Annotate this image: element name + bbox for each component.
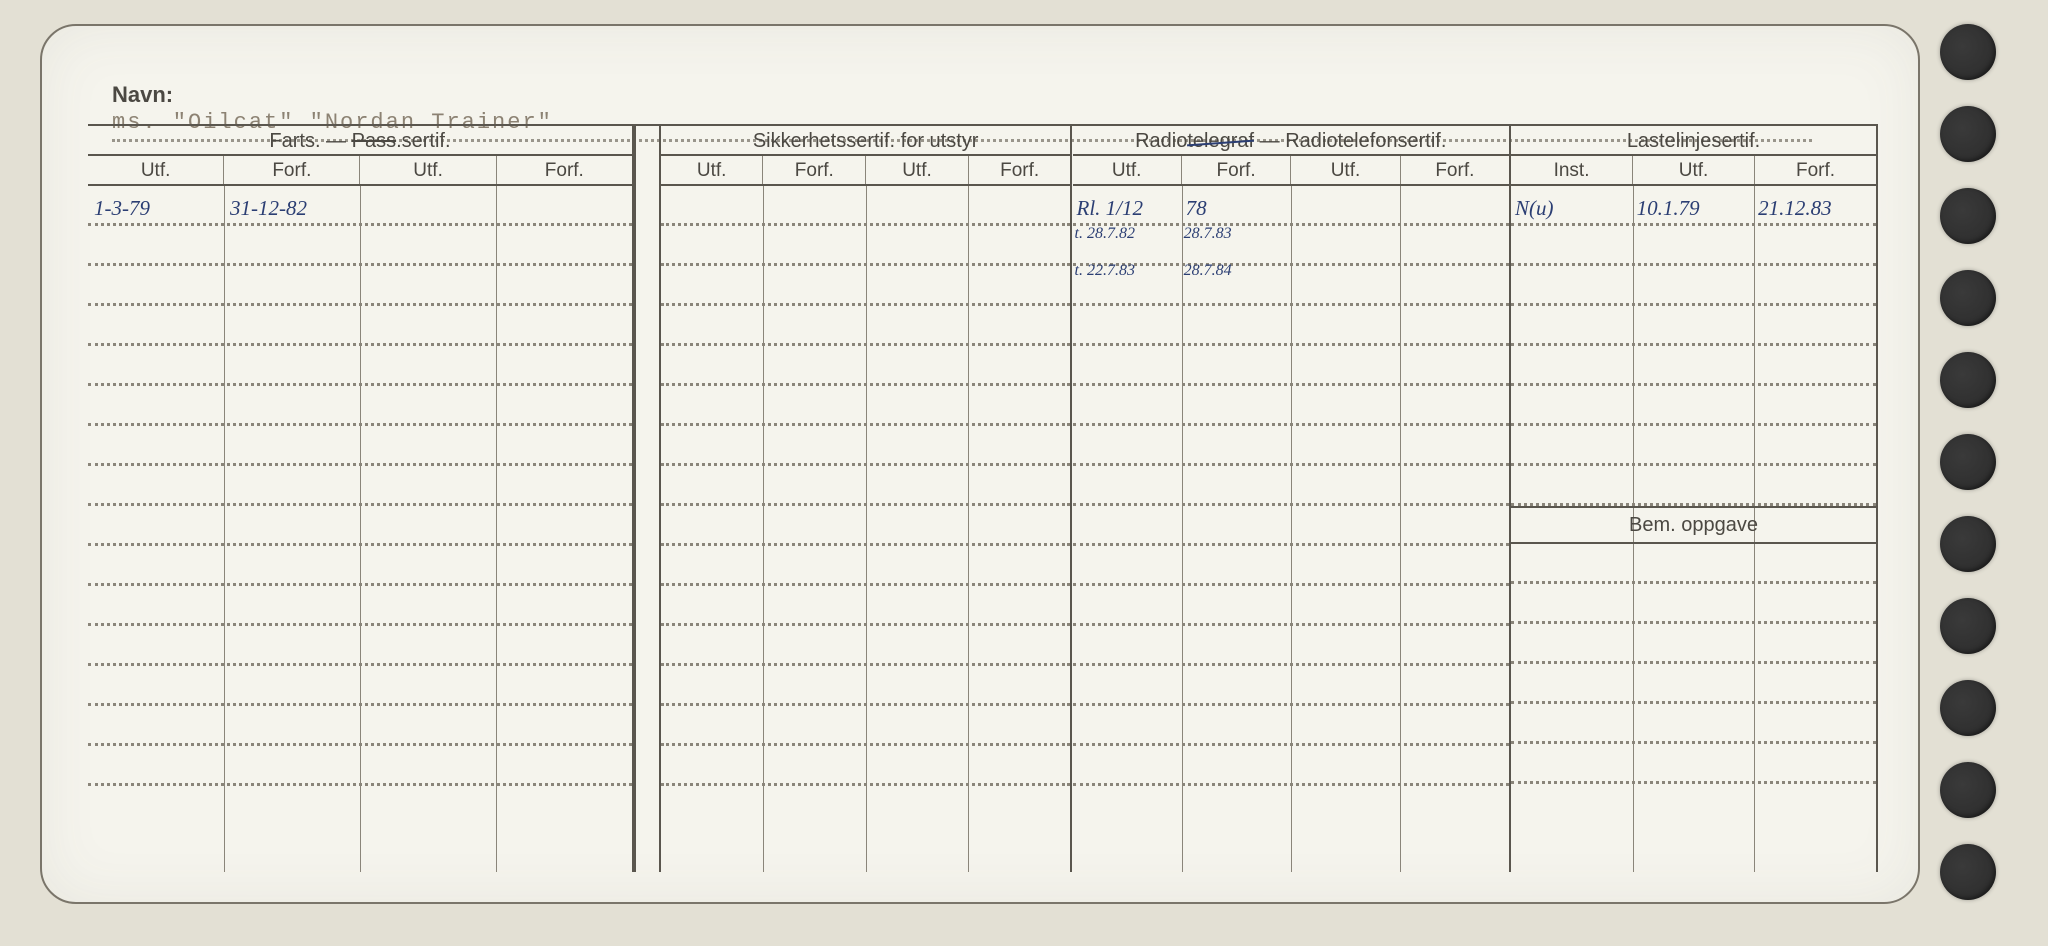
sub-radio-utf1: Utf. xyxy=(1073,156,1181,184)
sub-farts-forf2: Forf. xyxy=(496,156,632,184)
binder-hole xyxy=(1940,106,1996,162)
certificate-table: Farts. — Pass.sertif. Utf. Forf. Utf. Fo… xyxy=(88,124,1878,872)
sub-farts-utf2: Utf. xyxy=(359,156,495,184)
group-farts: Farts. — Pass.sertif. Utf. Forf. Utf. Fo… xyxy=(88,126,634,872)
radio-r3-utf1: t. 28.7.82 xyxy=(1073,226,1182,245)
sub-laste-utf: Utf. xyxy=(1632,156,1754,184)
radio-r1-forf1: 78 xyxy=(1182,186,1291,223)
bem-label: Bem. oppgave xyxy=(1629,514,1758,537)
group-title-sikkerhet: Sikkerhetssertif. for utstyr xyxy=(661,126,1071,156)
sub-farts-utf1: Utf. xyxy=(88,156,223,184)
farts-utf1: 1-3-79 xyxy=(88,186,224,223)
body-sikkerhet xyxy=(661,186,1071,872)
body-farts: 1-3-79 31-12-82 xyxy=(88,186,632,872)
sub-laste-forf: Forf. xyxy=(1754,156,1876,184)
sub-sikk-utf1: Utf. xyxy=(661,156,763,184)
binder-hole xyxy=(1940,270,1996,326)
group-sikkerhet: Sikkerhetssertif. for utstyr Utf. Forf. … xyxy=(661,126,1073,872)
navn-label: Navn: xyxy=(112,82,173,107)
binder-hole xyxy=(1940,188,1996,244)
binder-hole xyxy=(1940,434,1996,490)
binder-hole xyxy=(1940,516,1996,572)
farts-title-post: .sertif. xyxy=(396,130,450,152)
radio-title-pre: Radio xyxy=(1135,130,1187,152)
sub-laste-inst: Inst. xyxy=(1511,156,1632,184)
table-row: t. 28.7.82 28.7.83 t. 22.7.83 28.7.84 xyxy=(1073,226,1510,266)
farts-forf1: 31-12-82 xyxy=(224,186,360,223)
sub-radio-forf2: Forf. xyxy=(1400,156,1509,184)
sub-sikk-utf2: Utf. xyxy=(865,156,968,184)
subhead-laste: Inst. Utf. Forf. xyxy=(1511,156,1876,186)
laste-forf: 21.12.83 xyxy=(1754,186,1876,223)
farts-title-pre: Farts. — xyxy=(269,130,351,152)
farts-title-strike: Pass xyxy=(352,130,396,152)
binder-hole xyxy=(1940,844,1996,900)
table-row: 1-3-79 31-12-82 xyxy=(88,186,632,226)
sub-farts-forf1: Forf. xyxy=(223,156,359,184)
table-row: N(u) 10.1.79 21.12.83 xyxy=(1511,186,1876,226)
binder-holes xyxy=(1940,24,2040,904)
radio-title-slash: telegraf xyxy=(1187,130,1254,153)
group-title-farts: Farts. — Pass.sertif. xyxy=(88,126,632,156)
group-gap-1 xyxy=(634,126,661,872)
subhead-farts: Utf. Forf. Utf. Forf. xyxy=(88,156,632,186)
body-radio: Rl. 1/12 78 t. 28.7.82 28.7.83 t. 22.7.8… xyxy=(1073,186,1510,872)
sub-radio-utf2: Utf. xyxy=(1290,156,1399,184)
navn-row: Navn: ms. "Oilcat" "Nordan Trainer" xyxy=(112,82,1848,112)
binder-hole xyxy=(1940,352,1996,408)
radio-r1-utf1: Rl. 1/12 xyxy=(1073,186,1182,223)
bem-oppgave: Bem. oppgave xyxy=(1511,506,1876,544)
index-card: Navn: ms. "Oilcat" "Nordan Trainer" Fart… xyxy=(40,24,1920,904)
radio-title-post: — Radiotelefonsertif. xyxy=(1254,130,1446,152)
laste-utf: 10.1.79 xyxy=(1633,186,1755,223)
binder-hole xyxy=(1940,24,1996,80)
body-laste: N(u) 10.1.79 21.12.83 Bem. oppgave xyxy=(1511,186,1876,872)
binder-hole xyxy=(1940,680,1996,736)
group-title-radio: Radiotelegraf — Radiotelefonsertif. xyxy=(1073,126,1510,156)
group-laste: Lastelinjesertif. Inst. Utf. Forf. N(u) … xyxy=(1511,126,1878,872)
sub-radio-forf1: Forf. xyxy=(1181,156,1290,184)
binder-hole xyxy=(1940,598,1996,654)
binder-hole xyxy=(1940,762,1996,818)
table-row: Rl. 1/12 78 xyxy=(1073,186,1510,226)
sub-sikk-forf1: Forf. xyxy=(762,156,865,184)
group-title-laste: Lastelinjesertif. xyxy=(1511,126,1876,156)
radio-r3-forf1: 28.7.83 xyxy=(1182,226,1291,245)
sub-sikk-forf2: Forf. xyxy=(968,156,1071,184)
subhead-radio: Utf. Forf. Utf. Forf. xyxy=(1073,156,1510,186)
group-radio: Radiotelegraf — Radiotelefonsertif. Utf.… xyxy=(1073,126,1512,872)
subhead-sikkerhet: Utf. Forf. Utf. Forf. xyxy=(661,156,1071,186)
laste-inst: N(u) xyxy=(1511,186,1633,223)
